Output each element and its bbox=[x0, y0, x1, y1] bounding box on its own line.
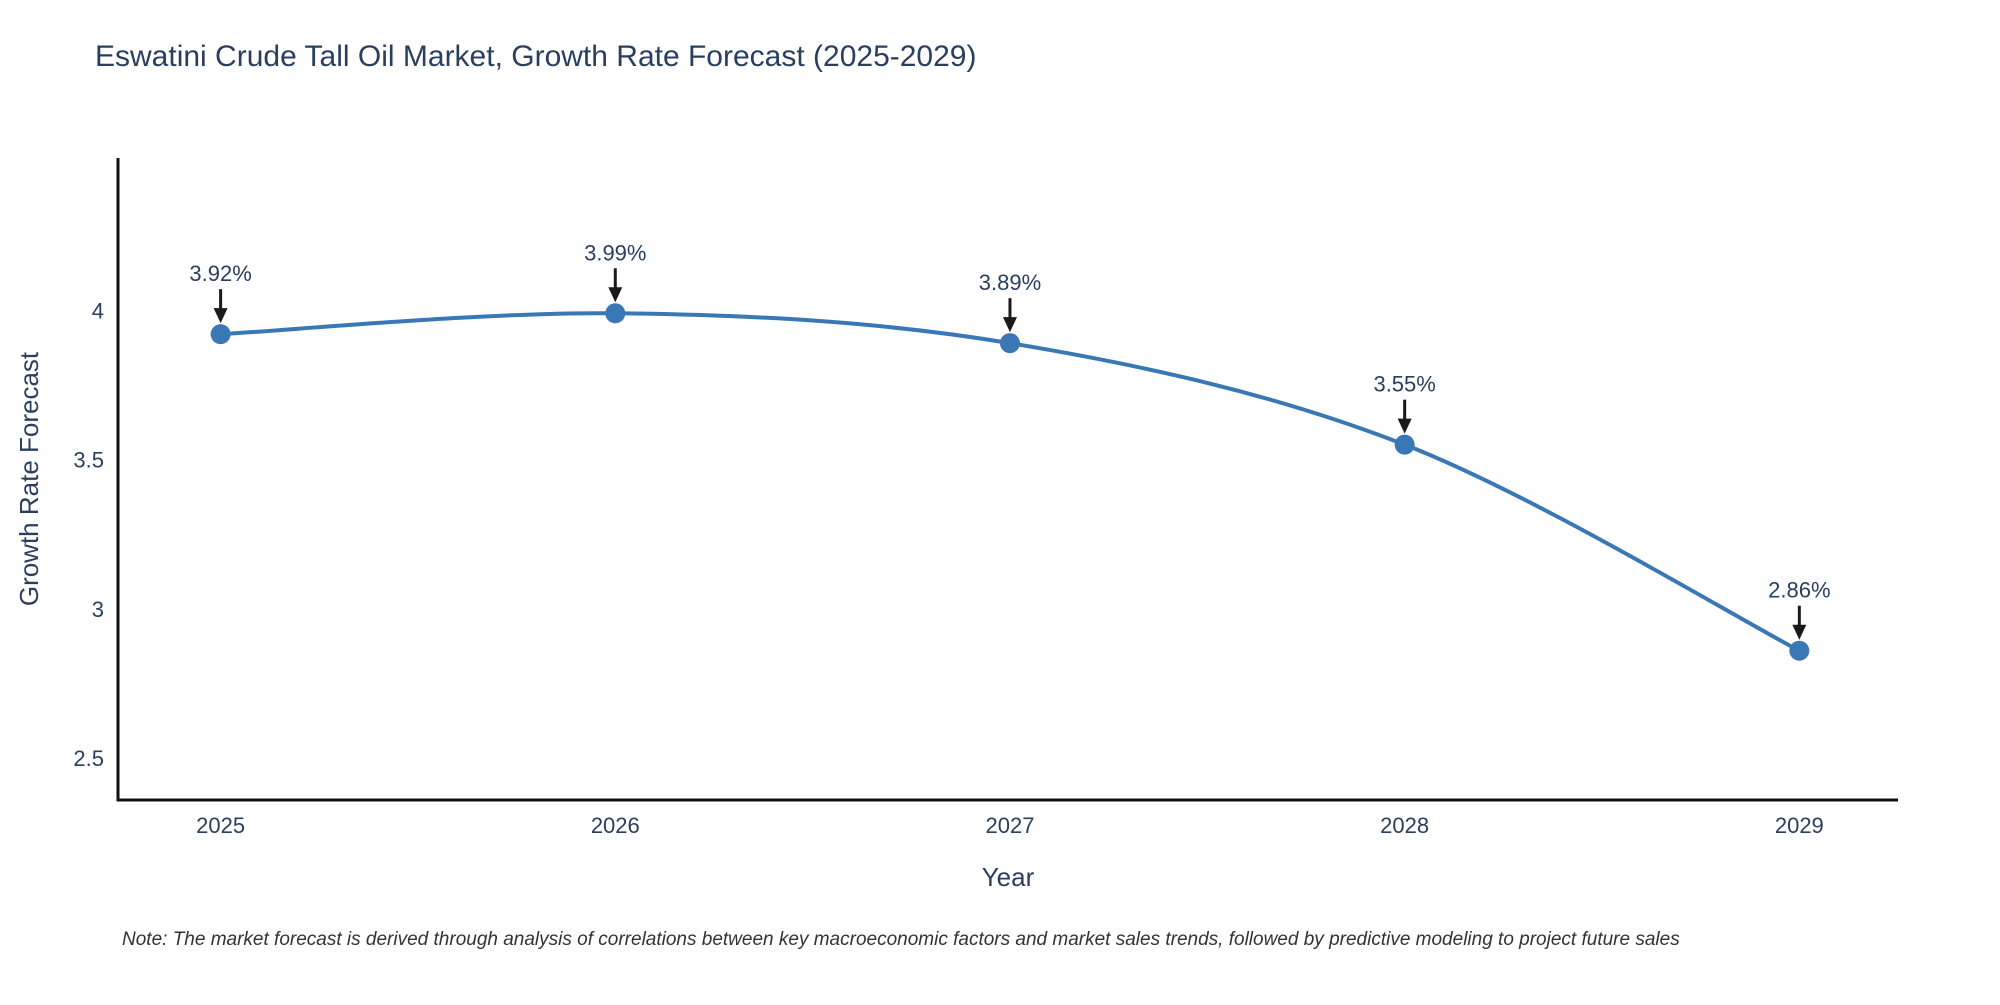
annotation-arrowhead bbox=[1792, 624, 1807, 640]
data-point-marker[interactable] bbox=[1394, 434, 1415, 455]
x-tick-label: 2026 bbox=[591, 813, 640, 838]
line-series bbox=[210, 303, 1810, 661]
y-tick-label: 3 bbox=[92, 597, 104, 622]
y-tick-label: 4 bbox=[92, 298, 104, 323]
point-annotation: 3.55% bbox=[1373, 372, 1436, 434]
axis-lines bbox=[116, 158, 1898, 802]
data-point-marker[interactable] bbox=[1789, 640, 1810, 661]
data-point-label: 3.99% bbox=[584, 240, 646, 265]
annotation-arrowhead bbox=[213, 308, 228, 324]
data-point-marker[interactable] bbox=[999, 333, 1020, 354]
axis-ticks: 2025 2026 2027 2028 2029 2.5 3 3.5 4 bbox=[73, 298, 1823, 838]
annotation-arrowhead bbox=[1397, 418, 1412, 434]
data-point-label: 3.89% bbox=[979, 270, 1041, 295]
data-point-label: 3.55% bbox=[1373, 372, 1435, 397]
point-annotations: 3.92% 3.99% 3.89% 3.55% 2.86% bbox=[189, 240, 1831, 640]
data-point-label: 3.92% bbox=[189, 261, 251, 286]
chart-title: Eswatini Crude Tall Oil Market, Growth R… bbox=[95, 40, 976, 73]
point-annotation: 2.86% bbox=[1768, 578, 1831, 640]
x-tick-label: 2025 bbox=[196, 813, 245, 838]
series-line bbox=[218, 311, 1802, 653]
point-annotation: 3.89% bbox=[979, 270, 1041, 333]
point-annotation: 3.92% bbox=[189, 261, 252, 324]
y-axis-title: Growth Rate Forecast bbox=[14, 351, 44, 606]
x-tick-label: 2029 bbox=[1775, 813, 1824, 838]
point-annotation: 3.99% bbox=[584, 240, 646, 303]
data-point-marker[interactable] bbox=[210, 324, 231, 345]
x-tick-label: 2027 bbox=[985, 813, 1034, 838]
axes bbox=[116, 158, 1898, 802]
y-tick-label: 2.5 bbox=[73, 746, 104, 771]
x-axis-title: Year bbox=[982, 862, 1035, 892]
y-tick-label: 3.5 bbox=[73, 448, 104, 473]
footnote: Note: The market forecast is derived thr… bbox=[122, 929, 1680, 950]
data-point-marker[interactable] bbox=[605, 303, 626, 324]
data-point-label: 2.86% bbox=[1768, 578, 1830, 603]
annotation-arrowhead bbox=[1002, 317, 1017, 333]
annotation-arrowhead bbox=[608, 287, 623, 303]
x-tick-label: 2028 bbox=[1380, 813, 1429, 838]
